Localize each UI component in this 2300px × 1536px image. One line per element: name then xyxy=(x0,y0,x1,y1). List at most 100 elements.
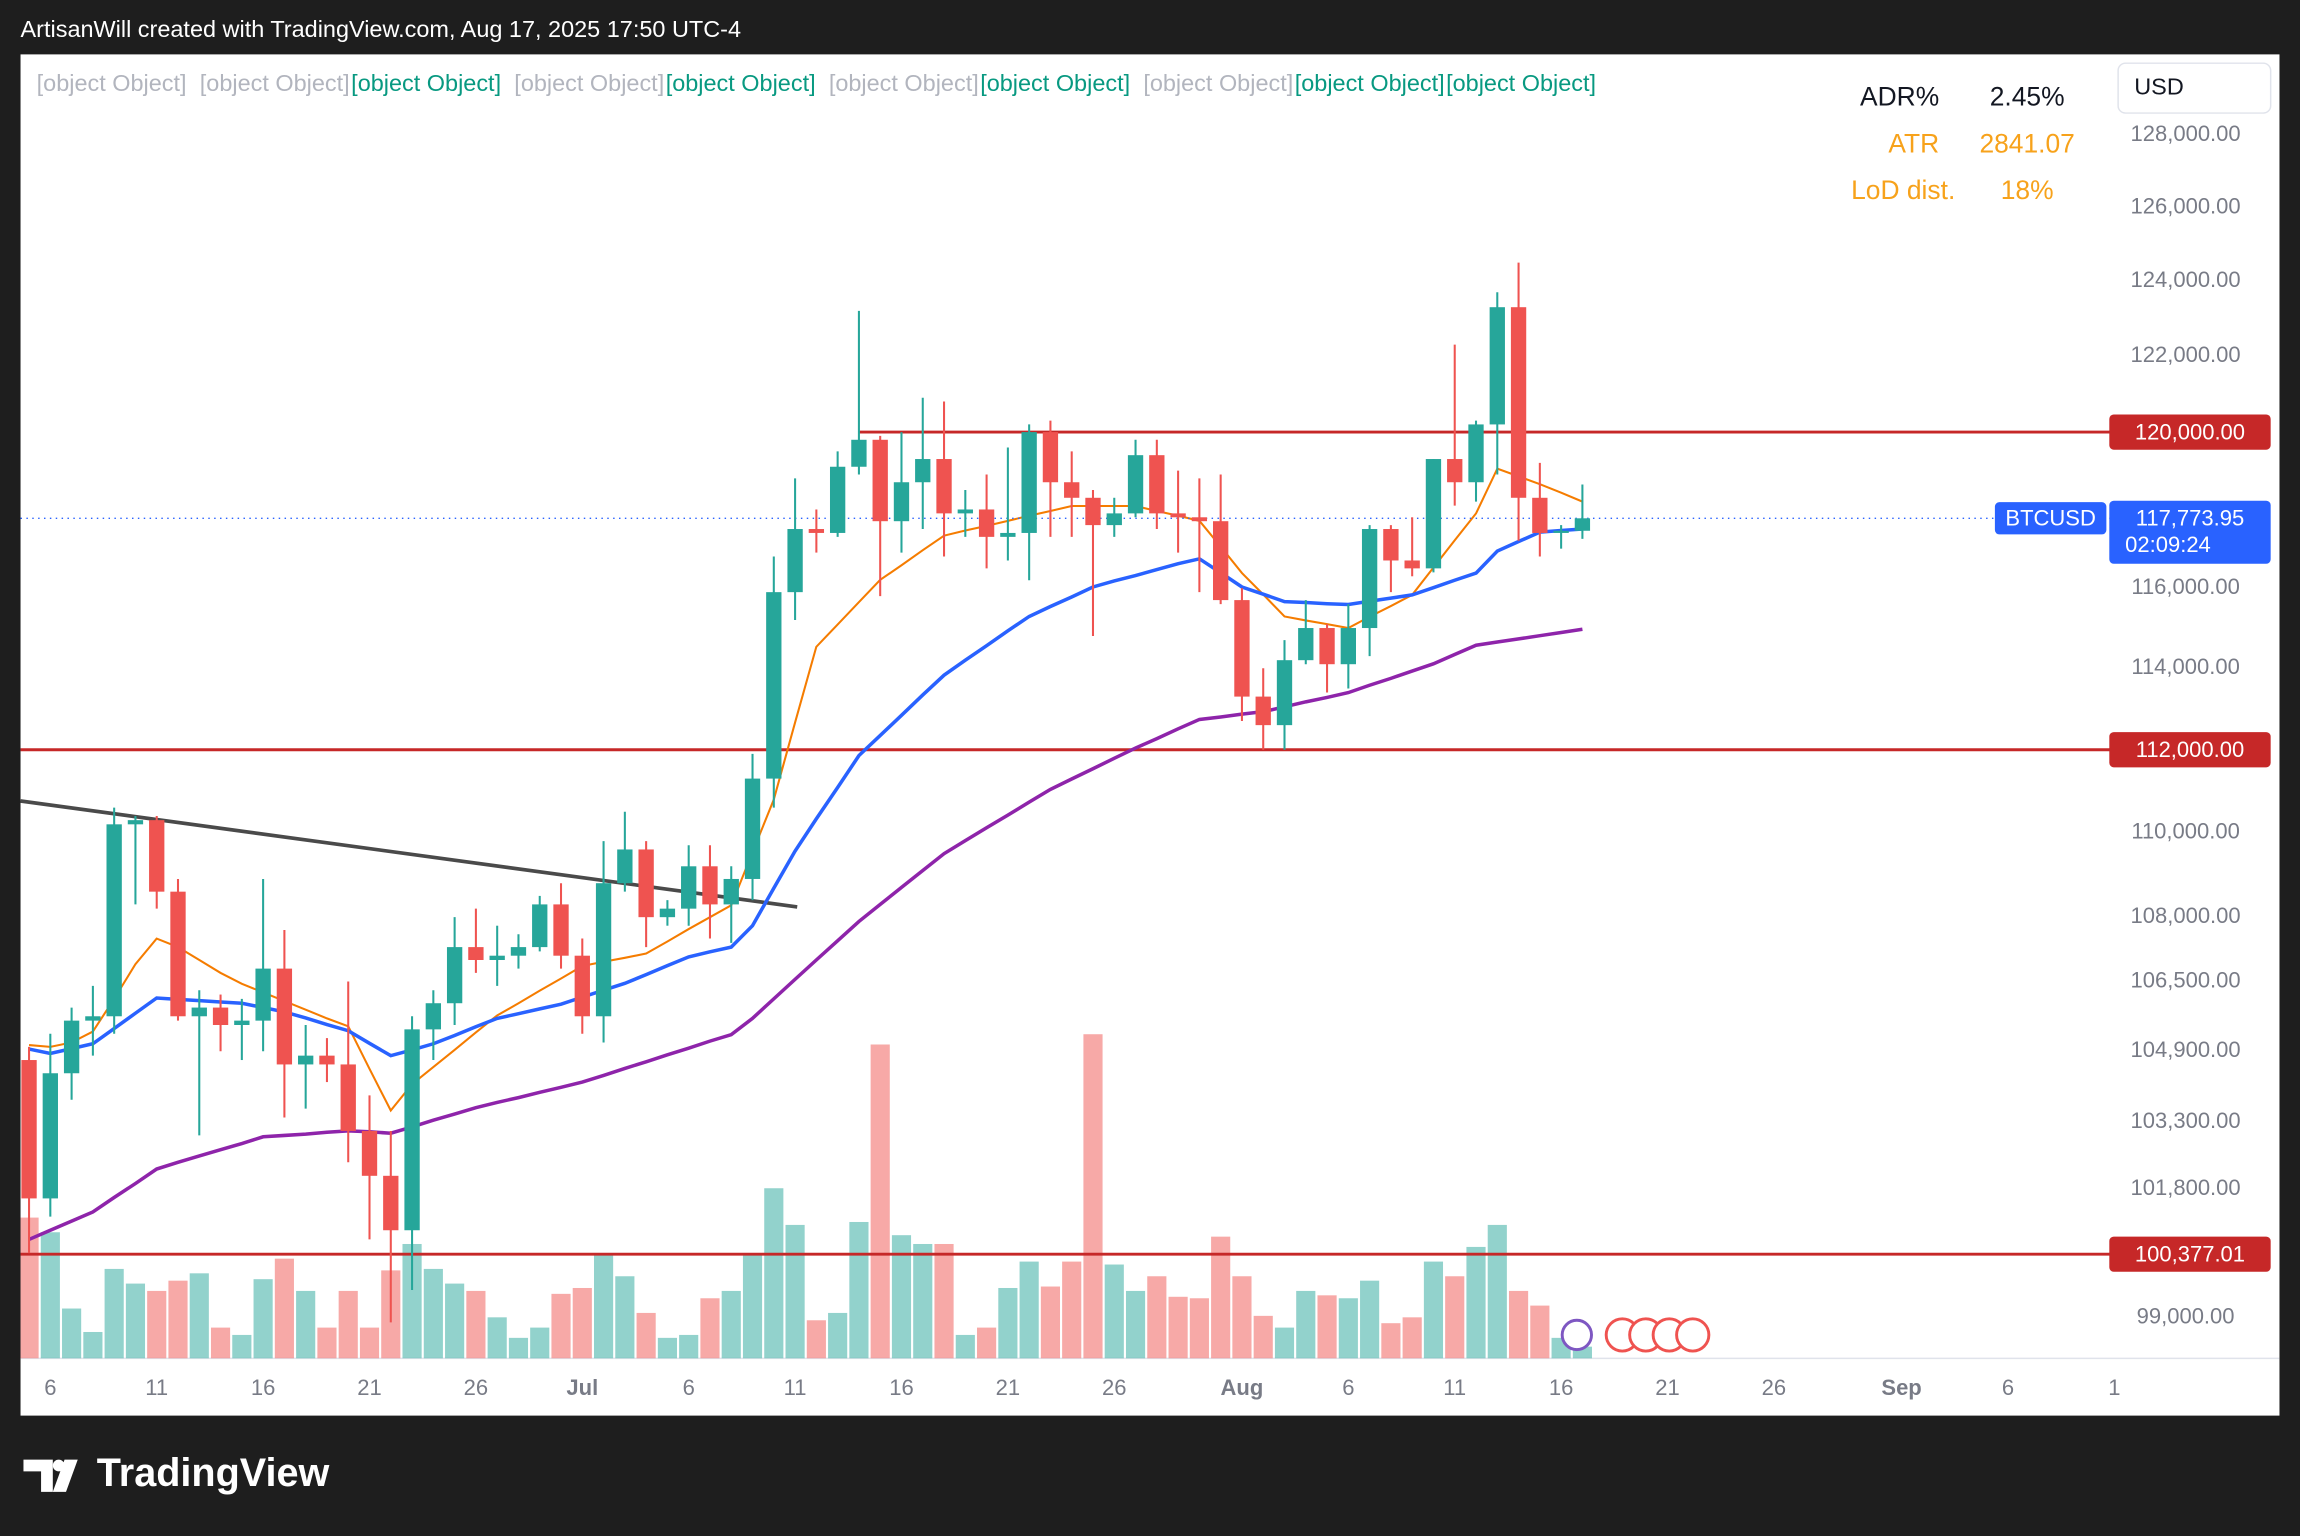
candle-body xyxy=(723,878,739,905)
last-price-label: 117,773.95 xyxy=(2136,506,2244,531)
legend-item: [object Object] xyxy=(666,70,816,96)
logo-mark xyxy=(23,1459,78,1492)
candle-body xyxy=(872,439,888,522)
tradingview-logo: TradingView xyxy=(23,1451,330,1495)
y-tick-label: 99,000.00 xyxy=(2137,1304,2235,1329)
event-icon[interactable] xyxy=(1560,1318,1593,1352)
candle-body xyxy=(1340,628,1356,665)
volume-bar xyxy=(615,1276,635,1359)
x-tick-label: 11 xyxy=(145,1375,168,1400)
currency-button[interactable] xyxy=(2117,62,2272,114)
legend-item: [object Object] xyxy=(980,70,1130,96)
y-tick-label: 128,000.00 xyxy=(2131,121,2241,146)
candle-body xyxy=(574,955,590,1017)
x-tick-label: 16 xyxy=(251,1375,275,1400)
candle-body xyxy=(489,955,505,960)
y-tick-label: 126,000.00 xyxy=(2131,193,2241,218)
volume-bar xyxy=(679,1334,699,1359)
stat-value: 2.45% xyxy=(1990,81,2065,111)
candle-body xyxy=(808,529,825,533)
candle-body xyxy=(638,849,654,918)
y-tick-label: 104,900.00 xyxy=(2131,1037,2241,1062)
candle-body xyxy=(702,866,718,905)
volume-bar xyxy=(1104,1264,1124,1359)
volume-bar xyxy=(1530,1305,1550,1359)
volume-bar xyxy=(934,1243,954,1359)
candle-body xyxy=(468,947,484,960)
volume-bar xyxy=(147,1290,167,1359)
candle-body xyxy=(1383,529,1399,561)
volume-bar xyxy=(296,1290,316,1359)
volume-bar xyxy=(402,1243,422,1359)
x-tick-label: 21 xyxy=(1655,1375,1679,1400)
volume-bar xyxy=(594,1254,614,1359)
candle-body xyxy=(425,1003,442,1030)
candle-body xyxy=(361,1130,378,1176)
candle-body xyxy=(1085,497,1101,526)
candle-body xyxy=(1106,513,1122,526)
candle-body xyxy=(85,1016,101,1021)
volume-bar xyxy=(1274,1327,1295,1359)
candle-body xyxy=(170,891,186,1017)
volume-bar xyxy=(1338,1298,1358,1359)
candle-body xyxy=(212,1007,229,1025)
volume-bar xyxy=(40,1232,60,1359)
volume-bar xyxy=(1062,1261,1082,1359)
volume-bar xyxy=(1189,1298,1209,1359)
candle-body xyxy=(829,466,846,533)
y-tick-label: 103,300.00 xyxy=(2131,1108,2241,1133)
x-tick-label: 16 xyxy=(1549,1375,1573,1400)
x-tick-label: 6 xyxy=(2002,1375,2014,1400)
x-tick-label: 26 xyxy=(464,1375,488,1400)
candle-body xyxy=(42,1073,58,1199)
candle-body xyxy=(1213,521,1229,601)
x-tick-label: 1 xyxy=(2108,1375,2120,1400)
chart-panel xyxy=(20,54,2280,1416)
volume-bar xyxy=(1040,1286,1061,1359)
y-tick-label: 122,000.00 xyxy=(2131,342,2241,367)
event-flag[interactable] xyxy=(1675,1317,1711,1353)
volume-bar xyxy=(1211,1236,1231,1359)
candle-body xyxy=(1276,660,1293,726)
candle-body xyxy=(936,459,952,514)
volume-bar xyxy=(891,1235,912,1359)
volume-bar xyxy=(1147,1276,1167,1359)
header-text: ArtisanWill created with TradingView.com… xyxy=(21,16,741,42)
stat-label: ATR xyxy=(1888,128,1939,158)
y-tick-label: 116,000.00 xyxy=(2131,574,2239,599)
volume-bar xyxy=(657,1337,677,1359)
volume-bar xyxy=(700,1298,720,1359)
candle-body xyxy=(595,883,612,1017)
x-tick-label: Aug xyxy=(1221,1375,1264,1400)
candle-body xyxy=(957,509,973,514)
level-label-box xyxy=(2109,414,2271,450)
volume-bar xyxy=(1232,1276,1252,1359)
volume-bar xyxy=(338,1290,358,1359)
x-tick-label: 21 xyxy=(996,1375,1020,1400)
x-tick-label: Jul xyxy=(566,1375,598,1400)
moving-average xyxy=(28,627,1583,1242)
trendline xyxy=(20,799,798,909)
candle-body xyxy=(915,459,931,483)
volume-bar xyxy=(466,1290,486,1359)
volume-bar xyxy=(1445,1276,1465,1359)
candle-body xyxy=(532,904,548,948)
x-tick-label: 21 xyxy=(357,1375,381,1400)
candle-body xyxy=(298,1055,314,1065)
candle-body xyxy=(1447,459,1463,483)
x-tick-label: 26 xyxy=(1762,1375,1786,1400)
legend-item: [object Object] xyxy=(829,70,979,96)
x-tick-label: 6 xyxy=(683,1375,695,1400)
candle-body xyxy=(617,849,633,884)
candle-body xyxy=(1425,459,1442,569)
volume-bar xyxy=(274,1258,294,1359)
volume-bar xyxy=(104,1268,124,1359)
level-label: 112,000.00 xyxy=(2136,737,2244,762)
candle-body xyxy=(383,1175,399,1231)
volume-bar xyxy=(806,1320,826,1359)
legend-item: [object Object] xyxy=(514,70,664,96)
volume-bar xyxy=(785,1224,805,1359)
volume-bar xyxy=(1125,1290,1146,1359)
